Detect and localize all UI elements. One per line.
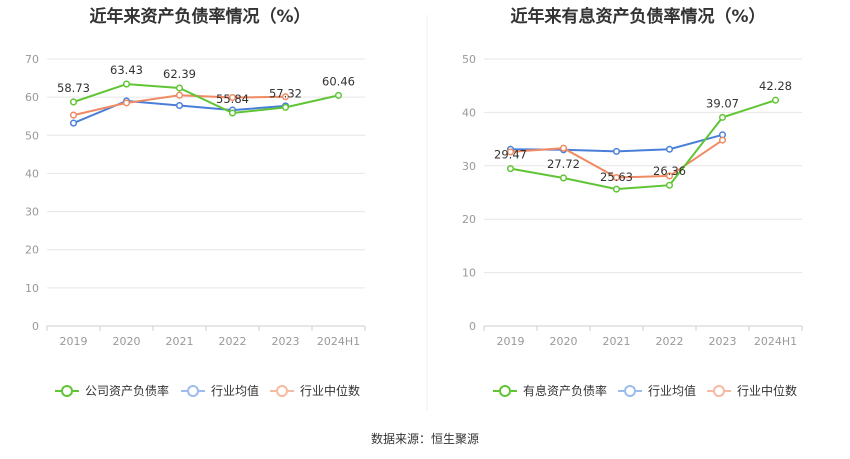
legend-item: 公司资产负债率 [55,383,169,398]
chart-title: 近年来有息资产负债率情况（%） [510,6,765,27]
data-label: 42.28 [759,79,792,93]
legend-label: 行业均值 [211,383,259,398]
legend-marker [624,385,636,397]
chart-interest-debt-ratio: 近年来有息资产负债率情况（%） 0 10 20 30 40 50 2019 2020 2021 20… [462,6,803,398]
data-label: 26.36 [653,164,686,178]
data-label: 60.46 [322,74,355,88]
data-label: 57.32 [269,86,302,100]
legend-item: 行业均值 [618,383,696,398]
y-tick-label: 30 [25,206,39,219]
data-label: 27.72 [547,157,580,171]
legend-item: 有息资产负债率 [493,383,607,398]
legend-item: 行业中位数 [270,383,360,398]
chart-debt-ratio: 近年来资产负债率情况（%） 0 10 20 30 40 50 60 70 2019 2020 2021… [25,6,366,398]
legend-label: 行业中位数 [300,383,360,398]
y-tick-label: 30 [462,160,476,173]
y-tick-label: 40 [25,167,39,180]
x-tick-label: 2023 [272,335,300,348]
chart-title: 近年来资产负债率情况（%） [89,6,310,27]
data-label: 62.39 [163,67,196,81]
data-point [612,147,621,155]
x-tick-label: 2022 [219,335,247,348]
data-point [69,111,78,119]
data-point [175,91,184,99]
data-point [281,93,290,101]
data-label: 55.84 [216,92,249,106]
series-0 [506,96,780,193]
legend-marker [713,385,725,397]
series-line [510,99,776,191]
data-point [612,173,621,182]
x-tick-label: 2020 [550,335,578,348]
x-tick-label: 2024H1 [317,335,360,348]
series-0 [69,80,343,117]
data-point [228,93,237,102]
y-tick-label: 50 [462,53,476,66]
x-tick-label: 2019 [60,335,88,348]
legend-marker [276,385,288,397]
y-tick-label: 40 [462,106,476,119]
data-label: 39.07 [706,96,739,110]
data-point [506,148,515,156]
y-tick-label: 60 [25,91,39,104]
legend-item: 行业均值 [181,383,259,398]
y-tick-label: 0 [469,320,476,333]
data-point [559,174,568,182]
x-tick-label: 2024H1 [754,335,797,348]
data-point [175,84,184,92]
data-point [175,101,184,110]
x-tick-label: 2021 [166,335,194,348]
data-point [122,99,131,107]
legend: 公司资产负债率 行业均值 行业中位数 [55,383,360,398]
data-point [334,91,343,99]
legend-label: 有息资产负债率 [523,383,607,398]
x-tick-label: 2020 [113,335,141,348]
series-2 [69,91,290,119]
x-tick-label: 2021 [603,335,631,348]
legend-item: 行业中位数 [707,383,797,398]
data-label: 25.63 [600,170,633,184]
legend-label: 行业中位数 [737,383,797,398]
legend-label: 公司资产负债率 [85,383,169,398]
data-label: 58.73 [57,81,90,95]
data-point [122,80,131,88]
x-tick-label: 2023 [709,335,737,348]
legend-label: 行业均值 [648,383,696,398]
x-tick-label: 2019 [497,335,525,348]
y-tick-label: 70 [25,53,39,66]
x-tick-label: 2022 [656,335,684,348]
data-point [69,98,78,106]
data-point [506,165,515,173]
y-tick-label: 10 [25,282,39,295]
y-tick-label: 0 [32,320,39,333]
y-tick-label: 10 [462,267,476,280]
data-label: 63.43 [110,63,143,77]
data-point [718,136,727,144]
data-point [665,145,674,153]
data-point [69,119,78,127]
legend-marker [61,385,73,397]
data-point [665,172,674,180]
series-1 [69,97,290,127]
source-label: 数据来源：恒生聚源 [371,431,479,446]
y-tick-label: 20 [25,244,39,257]
data-point [718,113,727,121]
legend-marker [187,385,199,397]
data-label: 29.47 [494,148,527,162]
data-point [228,109,237,117]
y-tick-label: 50 [25,129,39,142]
data-point [281,103,290,111]
series-1 [506,131,727,155]
y-tick-label: 20 [462,213,476,226]
legend-marker [499,385,511,397]
legend: 有息资产负债率 行业均值 行业中位数 [493,383,797,398]
data-point [559,144,568,152]
data-point [665,181,674,189]
series-line [73,83,339,115]
data-point [771,96,780,104]
data-point [612,185,621,193]
